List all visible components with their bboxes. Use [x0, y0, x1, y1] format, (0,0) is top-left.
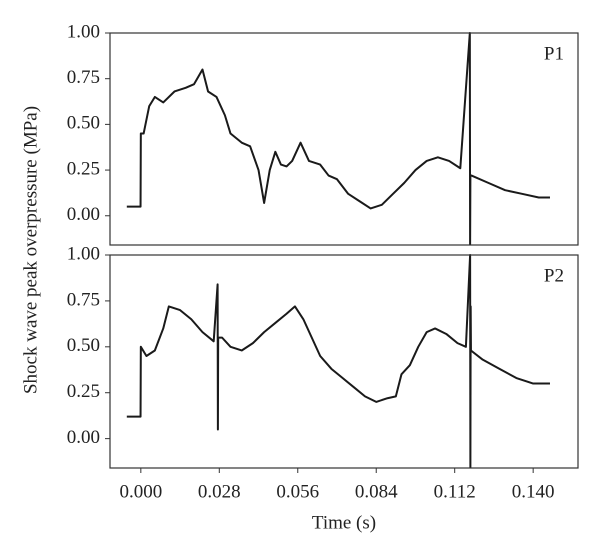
y-tick-label: 0.25 — [67, 381, 100, 402]
y-tick-label: 0.50 — [67, 335, 100, 356]
y-tick-label: 1.00 — [67, 21, 100, 42]
series-label: P1 — [544, 43, 564, 64]
x-tick-label: 0.140 — [512, 481, 555, 502]
x-tick-label: 0.000 — [119, 481, 162, 502]
series-line — [126, 32, 550, 245]
plot-frame — [109, 32, 579, 246]
y-tick-label: 0.00 — [67, 204, 100, 225]
series-line — [126, 254, 550, 468]
y-tick-label: 0.50 — [67, 113, 100, 134]
x-tick-label: 0.056 — [276, 481, 319, 502]
y-tick-label: 0.75 — [67, 67, 100, 88]
y-tick-label: 0.75 — [67, 289, 100, 310]
y-tick-label: 0.25 — [67, 158, 100, 179]
series-label: P2 — [544, 265, 564, 286]
y-tick-label: 1.00 — [67, 243, 100, 264]
x-axis-label: Time (s) — [312, 512, 376, 533]
plot-frame — [109, 254, 579, 469]
x-tick-label: 0.028 — [198, 481, 241, 502]
y-tick-label: 0.00 — [67, 427, 100, 448]
x-tick-label: 0.112 — [434, 481, 476, 502]
y-axis-label: Shock wave peak overpressure (MPa) — [20, 106, 41, 394]
x-tick-label: 0.084 — [355, 481, 398, 502]
